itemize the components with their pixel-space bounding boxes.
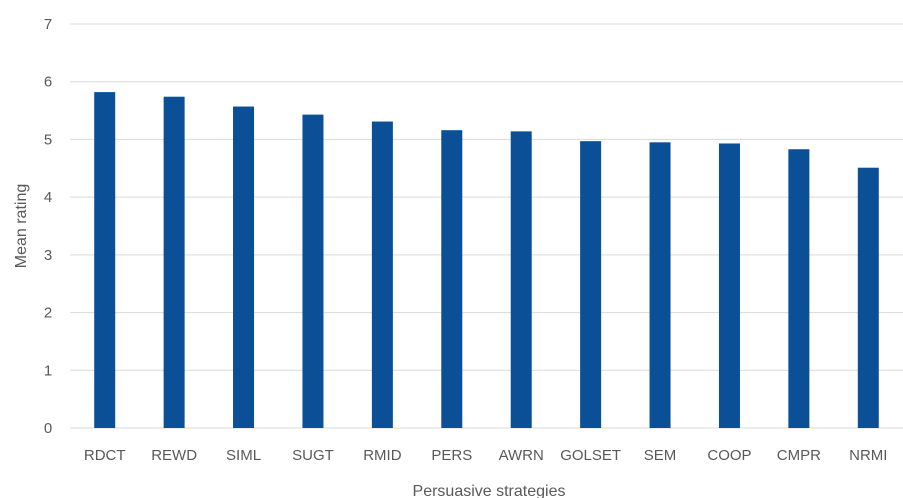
bar-awrn [510,131,532,428]
x-tick-label: CMPR [777,447,821,464]
y-tick-label: 6 [44,74,52,91]
x-tick-label: NRMI [849,447,887,464]
bar-siml [233,106,255,428]
bar-nrmi [857,167,879,429]
x-tick-label: PERS [431,447,472,464]
x-tick-label: AWRN [499,447,544,464]
gridlines [70,23,903,429]
x-axis-ticks: RDCT REWD SIML SUGT RMID PERS AWRN GOLSET SEM COO… [84,447,888,464]
x-tick-label: SEM [644,447,677,464]
x-tick-label: RMID [363,447,401,464]
y-tick-label: 7 [44,16,52,33]
x-tick-label: REWD [151,447,197,464]
y-tick-label: 4 [44,189,52,206]
y-tick-label: 1 [44,362,52,379]
y-tick-label: 2 [44,305,52,322]
x-tick-label: GOLSET [560,447,621,464]
x-tick-label: SUGT [292,447,334,464]
bar-rewd [163,96,185,428]
bar-coop [718,143,740,428]
bar-golset [580,141,602,428]
bars [94,92,879,429]
y-tick-label: 0 [44,420,52,437]
bar-cmpr [788,149,810,429]
bar-sem [649,142,671,429]
y-tick-label: 3 [44,247,52,264]
bar-rmid [371,121,393,428]
bar-rdct [94,92,116,429]
x-tick-label: RDCT [84,447,126,464]
y-axis-title: Mean rating [13,184,30,269]
y-tick-label: 5 [44,131,52,148]
x-tick-label: SIML [226,447,261,464]
x-axis-title: Persuasive strategies [413,483,566,498]
y-axis-ticks: 0 1 2 3 4 5 6 7 [44,16,52,437]
bar-pers [441,130,463,429]
bar-sugt [302,114,324,429]
x-tick-label: COOP [707,447,751,464]
